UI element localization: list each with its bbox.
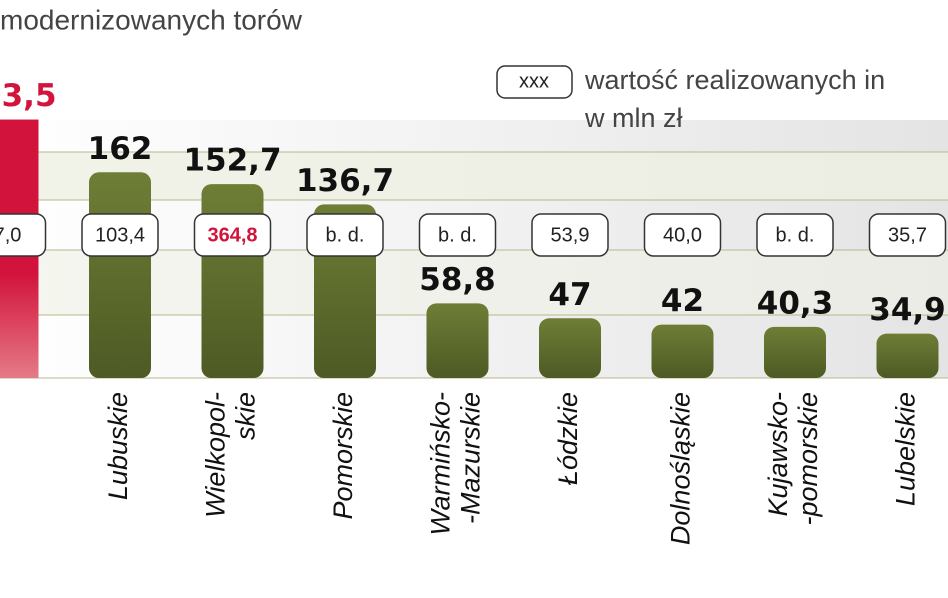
legend-text: w mln zł [584, 103, 683, 133]
legend-box [496, 65, 573, 99]
bar [539, 318, 601, 378]
x-tick-label: Lubuskie [103, 392, 133, 500]
x-tick-label: -Mazurskie [456, 392, 486, 524]
value-label: 42 [661, 283, 704, 319]
box [643, 213, 722, 257]
box [306, 213, 384, 257]
x-tick-label: -pomorskie [793, 392, 823, 526]
box [868, 213, 947, 257]
box [81, 213, 159, 257]
x-tick-label: Łódzkie [553, 392, 583, 485]
box-label: 103,4 [95, 224, 145, 246]
x-tick-label: Lubelskie [891, 392, 921, 506]
box [193, 213, 272, 257]
box-label: b. d. [326, 224, 365, 246]
bar [764, 326, 826, 378]
x-tick-label: Pomorskie [328, 392, 358, 520]
box-label: b. d. [438, 224, 477, 246]
value-label: 40,3 [757, 285, 834, 321]
x-tick-label: Dolnośląskie [666, 392, 696, 545]
legend-text: wartość realizowanych in [584, 65, 885, 95]
value-label: 34,9 [869, 292, 946, 328]
box-label: 40,0 [663, 224, 702, 246]
box-label: 53,9 [551, 224, 590, 246]
x-tick-label: Wielkopol- [201, 392, 231, 518]
box [531, 213, 609, 257]
box-label: 7,0 [0, 224, 21, 246]
bar [89, 172, 151, 378]
bar [426, 303, 489, 378]
box [0, 213, 47, 257]
value-label: 136,7 [296, 163, 394, 199]
bar [651, 324, 714, 378]
legend-box-label: xxx [519, 70, 549, 92]
chart-title: modernizowanych torów [0, 4, 303, 35]
x-tick-label: skie [231, 392, 261, 440]
box [756, 213, 834, 257]
box-label: b. d. [776, 224, 815, 246]
x-tick-label: Warmińsko- [426, 392, 456, 536]
bar [876, 333, 939, 378]
box [418, 213, 497, 257]
box-label: 35,7 [888, 224, 927, 246]
box-label: 364,8 [207, 224, 257, 246]
x-tick-label: Kujawsko- [763, 392, 793, 517]
value-label: 58,8 [419, 262, 496, 298]
value-label: 162 [88, 131, 153, 167]
value-label: 203,5 [0, 78, 57, 114]
value-label: 152,7 [183, 143, 281, 179]
value-label: 47 [548, 277, 591, 313]
bar [201, 184, 264, 378]
